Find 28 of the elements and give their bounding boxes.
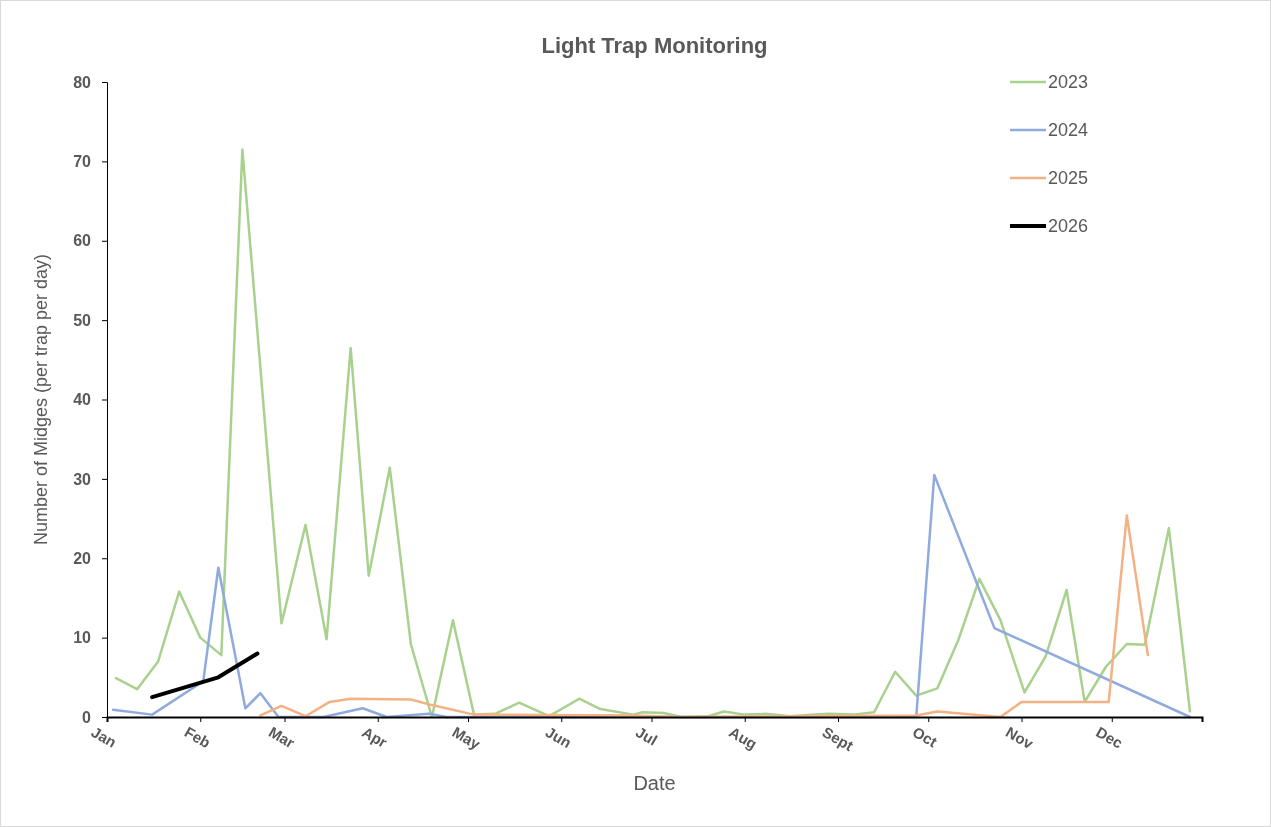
x-tick-label: Aug — [726, 723, 761, 753]
y-tick-label: 60 — [73, 232, 92, 250]
x-tick-label: Jun — [542, 723, 575, 752]
chart-title: Light Trap Monitoring — [541, 33, 768, 58]
x-tick-label: Mar — [266, 723, 298, 752]
x-tick-label: Oct — [909, 723, 940, 751]
x-tick-label: Sept — [819, 723, 857, 755]
legend-label: 2024 — [1048, 120, 1089, 141]
legend-label: 2025 — [1048, 168, 1089, 189]
x-tick-label: Nov — [1003, 723, 1037, 753]
x-tick-label: Dec — [1093, 723, 1126, 752]
y-tick-label: 10 — [73, 629, 92, 647]
y-tick-label: 50 — [73, 311, 92, 329]
x-tick-label: Feb — [181, 723, 214, 752]
y-tick-label: 70 — [73, 152, 92, 170]
x-axis-title: Date — [633, 772, 676, 794]
y-tick-label: 80 — [73, 73, 92, 91]
y-axis-title: Number of Midges (per trap per day) — [31, 253, 51, 546]
x-tick-label: May — [449, 723, 484, 753]
y-tick-label: 40 — [73, 391, 92, 409]
x-tick-label: Jan — [88, 723, 120, 751]
y-tick-label: 30 — [73, 470, 92, 488]
y-tick-label: 0 — [82, 708, 92, 726]
legend-label: 2026 — [1048, 216, 1089, 237]
legend-label: 2023 — [1048, 72, 1089, 93]
y-tick-label: 20 — [73, 549, 92, 567]
x-tick-label: Apr — [359, 723, 391, 751]
x-tick-label: Jul — [633, 723, 661, 749]
